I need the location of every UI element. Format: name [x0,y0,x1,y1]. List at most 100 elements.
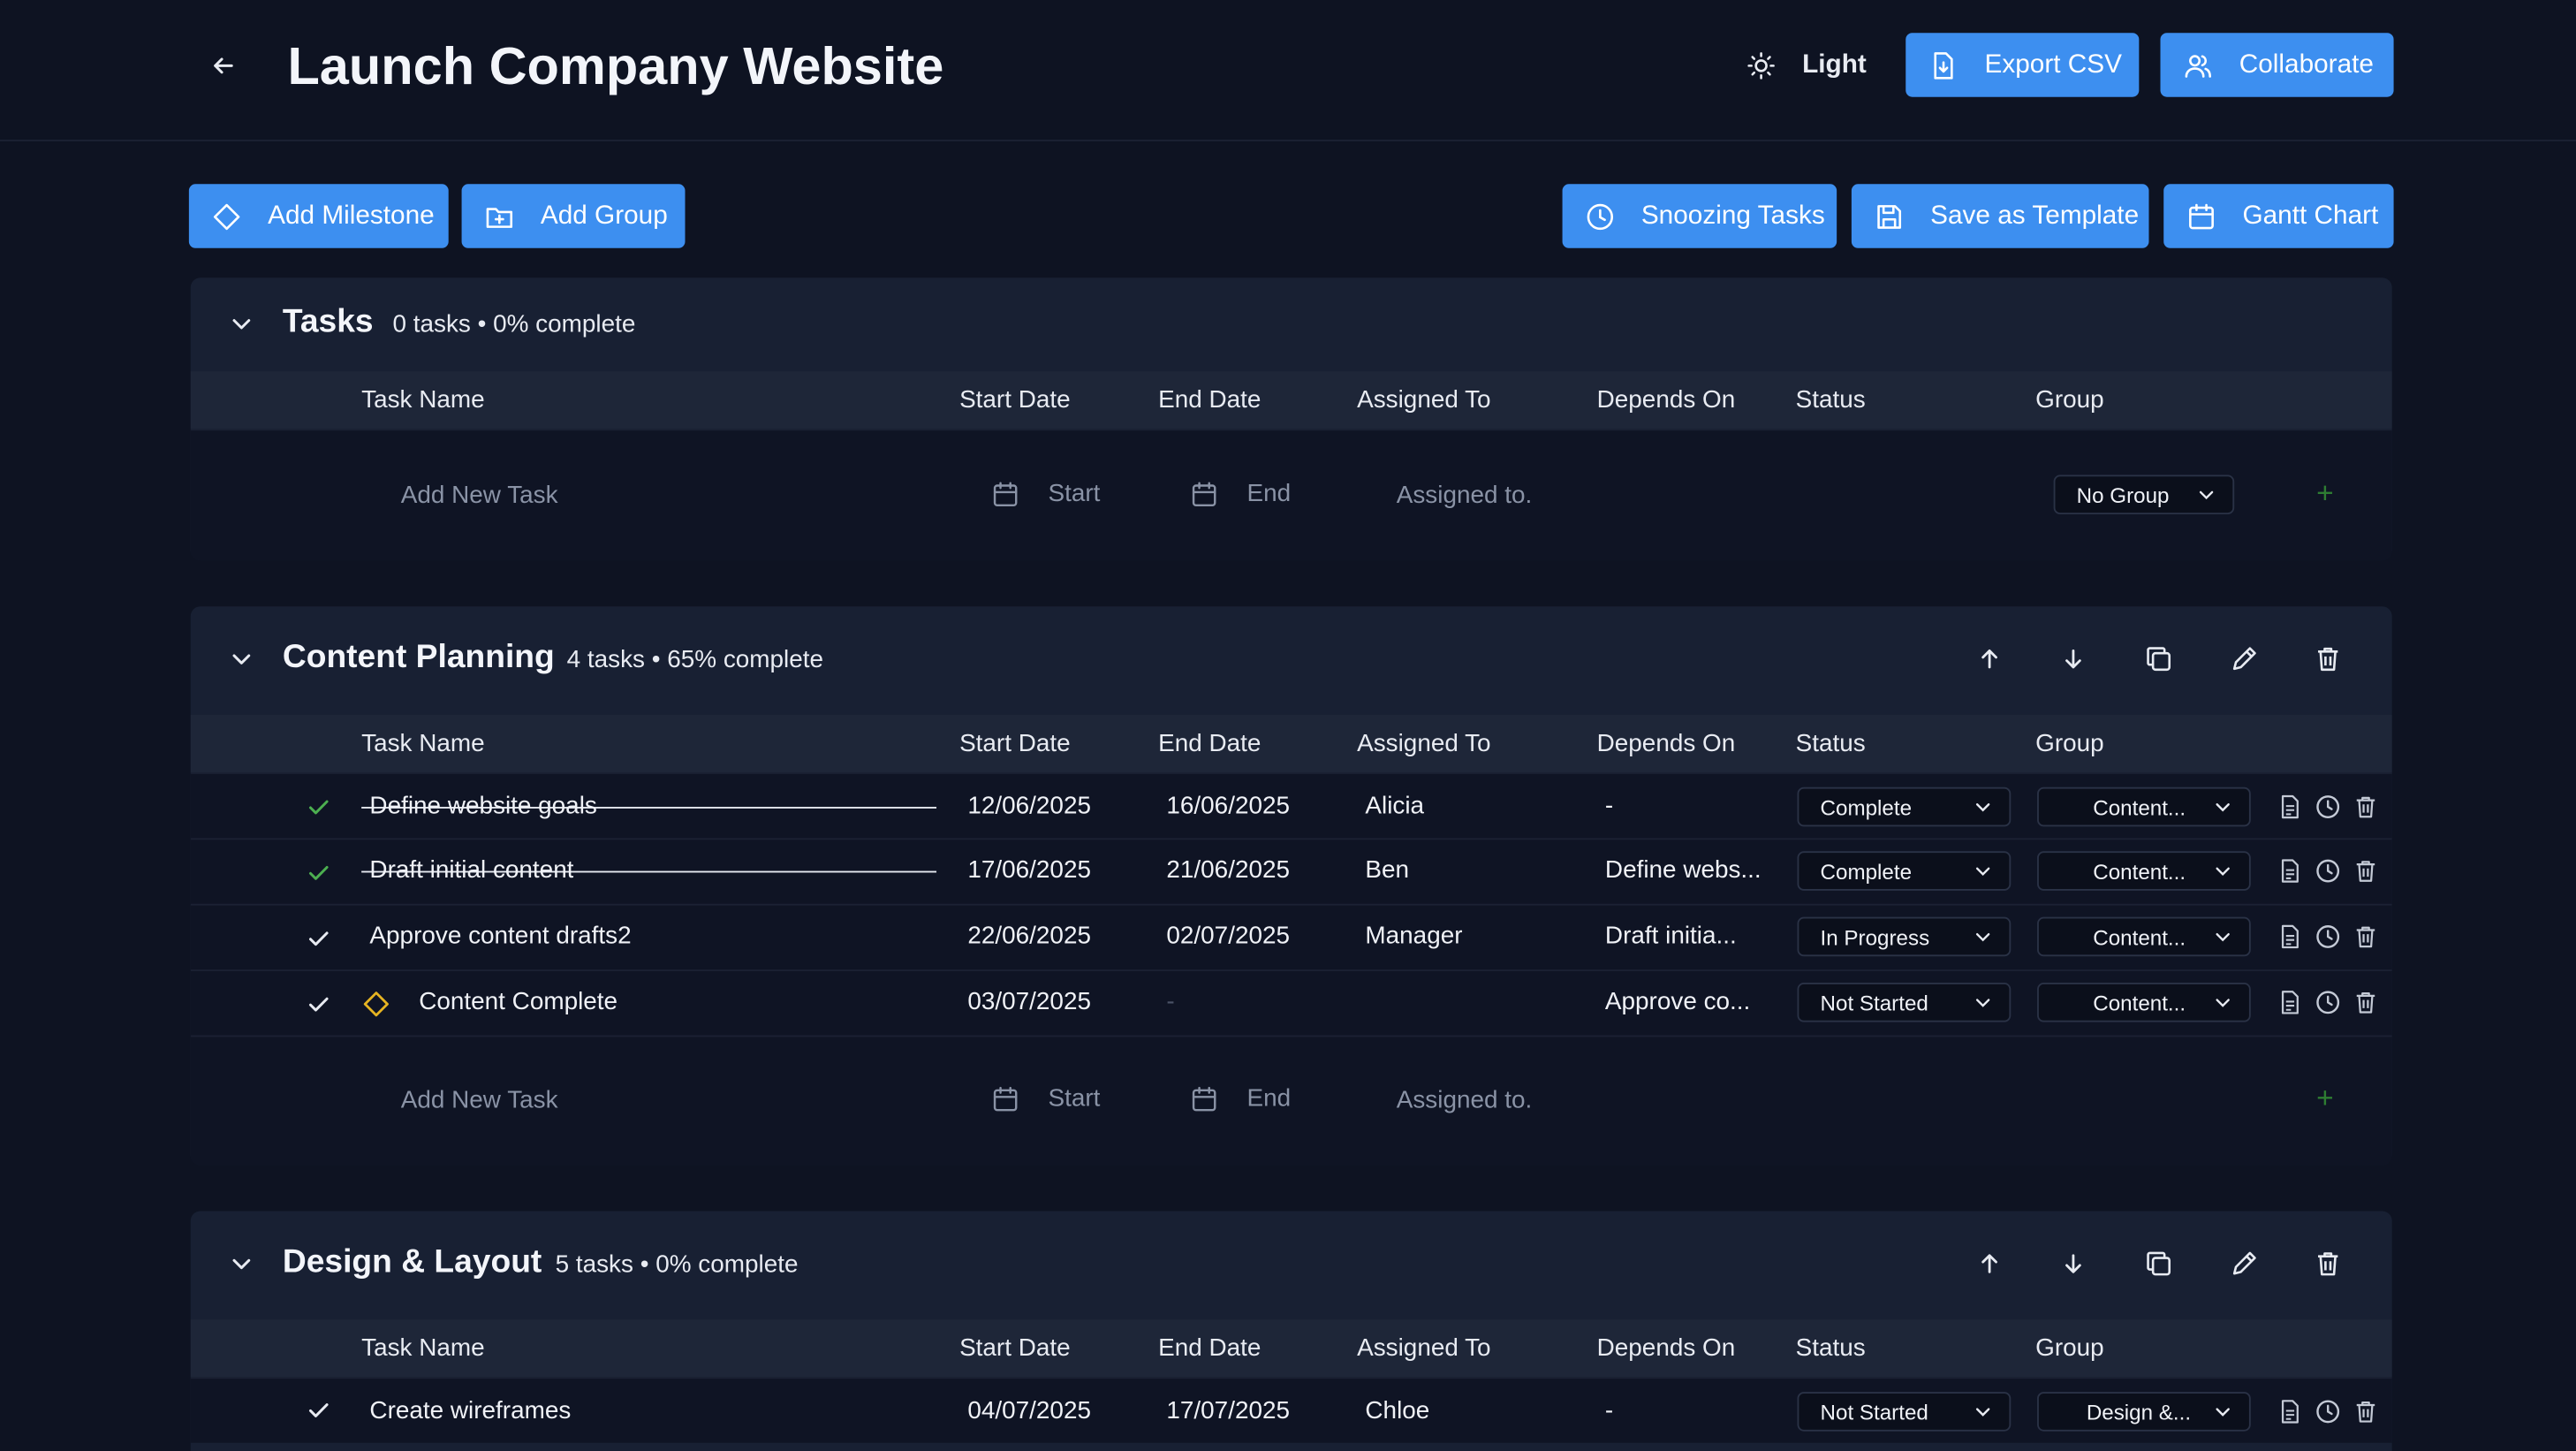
group-title[interactable]: Content Planning [282,639,555,676]
task-end[interactable]: 16/06/2025 [1166,792,1291,820]
check-icon[interactable] [306,1397,332,1424]
table-row[interactable]: Draft initial content 17/06/2025 21/06/2… [190,838,2392,904]
table-row[interactable]: Create wireframes 04/07/2025 17/07/2025 … [190,1377,2392,1443]
task-depends[interactable]: - [1604,1396,1614,1425]
calendar-icon[interactable] [992,482,1019,508]
start-date-input[interactable]: Start [1048,1084,1101,1113]
clock-icon[interactable] [2315,1399,2341,1425]
status-select[interactable]: In Progress [1797,916,2012,957]
status-select[interactable]: Not Started [1797,983,2012,1022]
group-select[interactable]: Content... [2037,983,2251,1022]
chevron-down-icon[interactable] [227,644,256,673]
calendar-icon[interactable] [992,1086,1019,1113]
arrow-down-icon[interactable] [2057,642,2089,675]
document-icon[interactable] [2277,989,2304,1015]
document-icon[interactable] [2277,923,2304,950]
add-milestone-button[interactable]: Add Milestone [188,184,449,248]
task-end[interactable]: 02/07/2025 [1166,922,1291,950]
add-task-plus-button[interactable]: + [2316,1081,2334,1114]
save-template-button[interactable]: Save as Template [1851,184,2149,248]
arrow-down-icon[interactable] [2057,1247,2089,1280]
snoozing-tasks-button[interactable]: Snoozing Tasks [1562,184,1837,248]
document-icon[interactable] [2277,794,2304,820]
task-assigned[interactable]: Ben [1365,855,1410,885]
task-start[interactable]: 12/06/2025 [967,792,1091,820]
task-name[interactable]: Approve content drafts2 [369,922,632,950]
task-end[interactable]: 21/06/2025 [1166,855,1291,885]
arrow-up-icon[interactable] [1973,642,2005,675]
trash-icon[interactable] [2352,1399,2379,1425]
group-select[interactable]: Content... [2037,786,2251,827]
folder-plus-icon [485,201,514,231]
theme-toggle[interactable]: Light [1746,46,1867,86]
group-title[interactable]: Design & Layout [282,1243,542,1280]
task-name[interactable]: Create wireframes [369,1396,572,1425]
chevron-down-icon[interactable] [227,309,256,338]
end-date-input[interactable]: End [1246,1084,1292,1113]
status-select[interactable]: Complete [1797,851,2012,891]
task-name[interactable]: Draft initial content [369,855,574,885]
task-name[interactable]: Content Complete [419,987,618,1016]
status-select[interactable]: Complete [1797,786,2012,827]
add-task-input[interactable]: Add New Task [400,1086,558,1114]
table-row[interactable]: Approve content drafts2 22/06/2025 02/07… [190,903,2392,970]
document-icon[interactable] [2277,858,2304,885]
task-depends[interactable]: Approve co... [1604,987,1751,1016]
group-select-value: No Group [2076,482,2170,507]
trash-icon[interactable] [2312,642,2345,675]
task-name[interactable]: Define website goals [369,792,597,820]
edit-pencil-icon[interactable] [2228,642,2261,675]
check-icon[interactable] [306,794,332,820]
start-date-input[interactable]: Start [1048,480,1101,508]
assigned-to-input[interactable]: Assigned to. [1396,481,1533,510]
status-select[interactable]: Not Started [1797,1392,2012,1432]
clock-icon[interactable] [2315,989,2341,1015]
group-select[interactable]: No Group [2053,475,2235,515]
collaborate-button[interactable]: Collaborate [2160,33,2394,97]
trash-icon[interactable] [2352,794,2379,820]
clock-icon[interactable] [2315,794,2341,820]
clock-icon[interactable] [2315,858,2341,885]
trash-icon[interactable] [2312,1247,2345,1280]
check-icon[interactable] [306,860,332,886]
task-start[interactable]: 03/07/2025 [967,987,1091,1016]
group-select[interactable]: Content... [2037,851,2251,891]
calendar-icon[interactable] [1191,1086,1217,1113]
edit-pencil-icon[interactable] [2228,1247,2261,1280]
copy-icon[interactable] [2142,1247,2175,1280]
task-start[interactable]: 17/06/2025 [967,855,1091,885]
add-task-plus-button[interactable]: + [2316,476,2334,510]
document-icon[interactable] [2277,1399,2304,1425]
trash-icon[interactable] [2352,858,2379,885]
group-title[interactable]: Tasks [282,304,374,340]
assigned-to-input[interactable]: Assigned to. [1396,1086,1533,1114]
task-end[interactable]: 17/07/2025 [1166,1396,1291,1425]
group-select[interactable]: Design &... [2037,1392,2251,1432]
trash-icon[interactable] [2352,989,2379,1015]
task-assigned[interactable]: Alicia [1365,792,1425,820]
task-depends[interactable]: Define webs... [1604,855,1762,885]
arrow-up-icon[interactable] [1973,1247,2005,1280]
end-date-input[interactable]: End [1246,480,1292,508]
table-row[interactable]: Content Complete 03/07/2025 - Approve co… [190,969,2392,1036]
back-arrow-icon[interactable] [207,49,239,82]
task-depends[interactable]: Draft initia... [1604,922,1737,950]
check-icon[interactable] [306,925,332,952]
add-group-button[interactable]: Add Group [461,184,686,248]
task-assigned[interactable]: Manager [1365,922,1463,950]
table-row[interactable]: Define website goals 12/06/2025 16/06/20… [190,772,2392,839]
task-assigned[interactable]: Chloe [1365,1396,1430,1425]
copy-icon[interactable] [2142,642,2175,675]
task-start[interactable]: 22/06/2025 [967,922,1091,950]
calendar-icon[interactable] [1191,482,1217,508]
task-start[interactable]: 04/07/2025 [967,1396,1091,1425]
gantt-chart-button[interactable]: Gantt Chart [2163,184,2394,248]
chevron-down-icon[interactable] [227,1249,256,1278]
clock-icon[interactable] [2315,923,2341,950]
export-csv-button[interactable]: Export CSV [1905,33,2140,97]
check-icon[interactable] [306,991,332,1017]
group-select[interactable]: Content... [2037,916,2251,957]
add-task-input[interactable]: Add New Task [400,481,558,510]
trash-icon[interactable] [2352,923,2379,950]
task-depends[interactable]: - [1604,792,1614,820]
